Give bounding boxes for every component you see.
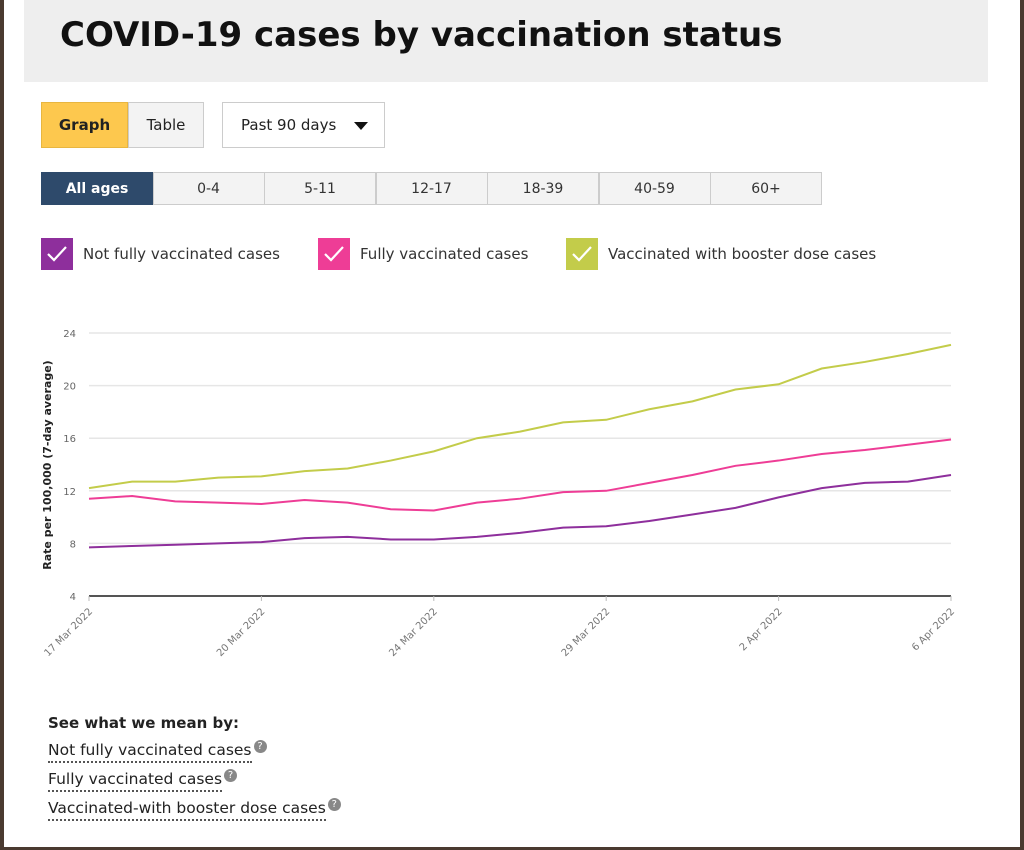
legend-label: Vaccinated with booster dose cases xyxy=(608,245,877,263)
age-tab-allages[interactable]: All ages xyxy=(41,172,153,205)
help-icon[interactable]: ? xyxy=(253,740,267,753)
age-tab-60[interactable]: 60+ xyxy=(710,172,822,205)
legend-label: Not fully vaccinated cases xyxy=(83,245,280,263)
y-tick-label: 24 xyxy=(63,329,76,340)
definitions-title: See what we mean by: xyxy=(48,714,240,732)
page-header: COVID-19 cases by vaccination status xyxy=(24,0,988,82)
legend-item[interactable]: Vaccinated with booster dose cases xyxy=(566,238,876,270)
x-tick-label: 29 Mar 2022 xyxy=(560,606,613,659)
series-line-vaccinated-with-booster-dose-cases xyxy=(88,343,952,490)
definition-link-booster[interactable]: Vaccinated-with booster dose cases xyxy=(48,799,326,822)
period-selected: Past 90 days xyxy=(241,116,337,134)
age-tab-511[interactable]: 5-11 xyxy=(264,172,376,205)
window-border xyxy=(0,847,1024,850)
y-axis-label: Rate per 100,000 (7-day average) xyxy=(41,360,54,569)
link-text: Fully vaccinated cases xyxy=(48,770,223,789)
legend-item[interactable]: Not fully vaccinated cases xyxy=(41,238,280,270)
legend-label: Fully vaccinated cases xyxy=(360,245,529,263)
checkbox-checked-icon[interactable] xyxy=(41,238,73,270)
y-tick-label: 16 xyxy=(63,434,76,445)
x-tick-label: 2 Apr 2022 xyxy=(738,606,785,653)
y-tick-label: 20 xyxy=(63,382,76,393)
checkbox-checked-icon[interactable] xyxy=(318,238,350,270)
age-tab-4059[interactable]: 40-59 xyxy=(598,172,711,205)
age-tab-1839[interactable]: 18-39 xyxy=(487,172,599,205)
window-border xyxy=(0,0,4,850)
link-text: Vaccinated-with booster dose cases xyxy=(48,799,326,818)
age-tab-04[interactable]: 0-4 xyxy=(152,172,265,205)
tab-table[interactable]: Table xyxy=(128,102,204,148)
y-tick-label: 8 xyxy=(70,539,76,550)
caret-down-icon xyxy=(354,122,368,130)
definitions: See what we mean by: Not fully vaccinate… xyxy=(48,714,341,827)
x-tick-label: 20 Mar 2022 xyxy=(215,606,268,659)
period-dropdown[interactable]: Past 90 days xyxy=(222,102,385,148)
series-line-fully-vaccinated-cases xyxy=(88,438,952,512)
link-text: Not fully vaccinated cases xyxy=(48,741,252,760)
series-line-not-fully-vaccinated-cases xyxy=(88,474,952,549)
x-tick-label: 6 Apr 2022 xyxy=(910,606,957,653)
window-border xyxy=(1020,0,1024,850)
y-tick-label: 12 xyxy=(63,487,76,498)
y-tick-label: 4 xyxy=(70,592,76,603)
tab-graph[interactable]: Graph xyxy=(41,102,128,148)
x-tick-label: 17 Mar 2022 xyxy=(43,606,96,659)
legend-item[interactable]: Fully vaccinated cases xyxy=(318,238,528,270)
help-icon[interactable]: ? xyxy=(224,769,238,783)
page-title: COVID-19 cases by vaccination status xyxy=(60,15,783,55)
age-tab-1217[interactable]: 12-17 xyxy=(375,172,488,205)
definition-link-fully[interactable]: Fully vaccinated cases xyxy=(48,770,223,793)
help-icon[interactable]: ? xyxy=(327,798,341,812)
x-tick-label: 24 Mar 2022 xyxy=(387,606,440,659)
definition-link-not-fully[interactable]: Not fully vaccinated cases xyxy=(48,741,252,764)
checkbox-checked-icon[interactable] xyxy=(566,238,598,270)
